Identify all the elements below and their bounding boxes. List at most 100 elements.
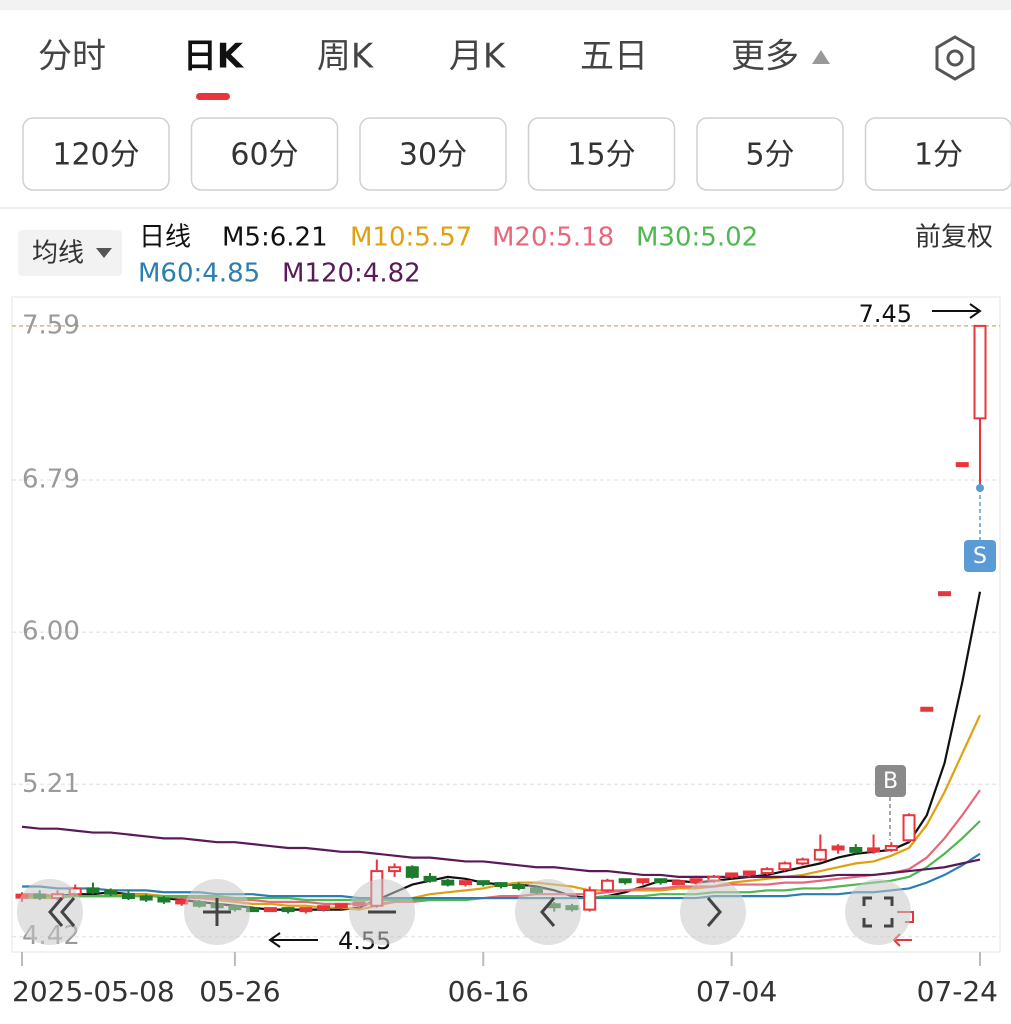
tab[interactable]: 日K <box>183 37 245 77</box>
sell-marker: S <box>973 544 987 569</box>
x-tick-label: 07-24 <box>917 975 998 1008</box>
ma-legend: M10:5.57 <box>350 223 472 253</box>
y-tick-label: 5.21 <box>22 769 80 799</box>
candle-body <box>334 903 348 909</box>
candle-body <box>760 868 774 875</box>
candle-body <box>902 814 916 842</box>
candle-body <box>920 706 934 712</box>
tab[interactable]: 月K <box>449 37 507 77</box>
ma-legend: M60:4.85 <box>138 259 260 289</box>
candle-body <box>476 880 490 886</box>
nav-icon <box>862 896 894 928</box>
buy-marker: B <box>883 769 898 794</box>
candle-body <box>671 880 685 886</box>
interval-button[interactable] <box>696 117 844 191</box>
candle-body <box>884 845 898 851</box>
interval-button[interactable] <box>527 117 676 191</box>
candle-body <box>459 880 473 886</box>
candle-body <box>636 878 650 884</box>
ma-legend: M30:5.02 <box>636 223 758 253</box>
candle-body <box>813 848 827 861</box>
tab[interactable]: 分时 <box>38 37 106 77</box>
candle-body <box>938 591 952 597</box>
candle-body <box>867 847 881 853</box>
x-tick-label: 07-04 <box>696 975 777 1008</box>
ma-legend: M20:5.18 <box>492 223 614 253</box>
low-arrow <box>268 932 318 948</box>
tab[interactable]: 周K <box>317 37 375 77</box>
candle-body <box>583 889 597 911</box>
sell-marker-bg <box>964 540 996 572</box>
interval-label[interactable]: 120分 <box>52 138 139 173</box>
candle-body <box>725 872 739 878</box>
interval-button[interactable] <box>190 117 339 191</box>
candle-body <box>405 866 419 878</box>
candle-body <box>157 897 171 903</box>
more-arrow <box>812 50 830 64</box>
adjust-label[interactable]: 前复权 <box>915 223 993 253</box>
period-label: 日线 <box>139 223 191 253</box>
candle-body <box>86 887 100 894</box>
settings-icon[interactable] <box>935 35 975 81</box>
nav-button[interactable] <box>515 879 581 945</box>
settings-hex <box>935 35 975 81</box>
candle-body <box>778 862 792 871</box>
interval-label[interactable]: 15分 <box>567 138 635 173</box>
y-tick-label: 6.00 <box>22 617 80 647</box>
nav-icon <box>706 897 722 927</box>
tab[interactable]: 五日 <box>580 37 648 77</box>
ma-button[interactable]: 均线 <box>32 239 84 269</box>
tab-underline <box>196 93 230 100</box>
candle-body <box>388 866 402 873</box>
status-strip <box>0 0 1011 10</box>
high-arrow <box>932 303 982 319</box>
candle-body <box>742 870 756 876</box>
candle-body <box>299 907 313 913</box>
nav-button[interactable] <box>845 879 911 945</box>
candle-body <box>121 893 135 900</box>
interval-label[interactable]: 1分 <box>914 138 963 173</box>
candle-body <box>973 324 987 420</box>
interval-label[interactable]: 60分 <box>230 138 298 173</box>
ma-button-bg[interactable] <box>18 230 122 276</box>
candle-body <box>955 462 969 468</box>
candle-body <box>441 879 455 886</box>
nav-icon <box>203 898 231 926</box>
ma-line <box>22 591 982 911</box>
y-tick-label: 6.79 <box>22 465 80 495</box>
candle-body <box>104 889 118 895</box>
candle-body <box>423 875 437 882</box>
candle-body <box>494 882 508 888</box>
y-tick-label: 7.59 <box>22 310 80 340</box>
ma-line <box>22 714 981 911</box>
candle-body <box>263 907 277 913</box>
candle-body <box>618 878 632 884</box>
candle-body <box>317 905 331 911</box>
x-tick-label: 2025-05-08 <box>12 975 175 1008</box>
ma-line <box>22 852 981 900</box>
candle-body <box>600 879 614 892</box>
candle-body <box>512 884 526 889</box>
ma-legend: M5:6.21 <box>222 223 328 253</box>
candle-body <box>796 858 810 865</box>
ma-dropdown-arrow <box>96 248 112 258</box>
sell-dot <box>976 484 984 492</box>
ma-line <box>21 825 981 878</box>
interval-label[interactable]: 30分 <box>399 138 467 173</box>
high-label: 7.45 <box>859 300 912 328</box>
candle-body <box>849 846 863 853</box>
ma-legend: M120:4.82 <box>282 259 421 289</box>
interval-button[interactable] <box>359 117 507 191</box>
nav-icon <box>540 897 556 927</box>
interval-button[interactable] <box>864 117 1011 191</box>
tab[interactable]: 更多 <box>731 37 799 77</box>
x-tick-label: 05-26 <box>199 975 280 1008</box>
interval-label[interactable]: 5分 <box>745 138 794 173</box>
candle-body <box>654 878 668 884</box>
interval-button[interactable] <box>22 117 170 191</box>
candle-body <box>689 878 703 884</box>
buy-marker-bg <box>875 765 906 797</box>
nav-button[interactable] <box>680 879 746 945</box>
